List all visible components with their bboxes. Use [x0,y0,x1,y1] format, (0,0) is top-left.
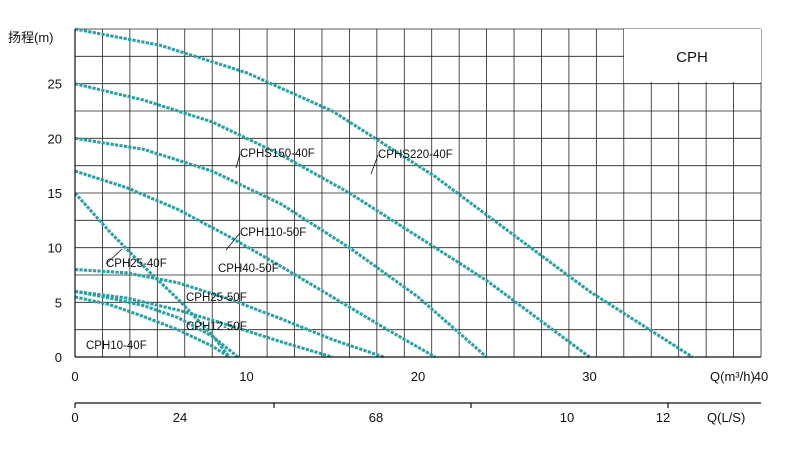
chart-title: CPH [676,49,708,66]
axes [74,29,761,408]
curve-line [74,289,333,359]
curve-line [74,27,694,359]
curve-line [74,136,488,359]
x-tick-label: 0 [71,369,78,384]
y-tick-label: 10 [48,241,62,256]
curve-label-leader [235,153,241,169]
x-tick-label: 10 [239,369,253,384]
curve-label-leader [370,154,379,175]
x2-tick-label: 68 [369,410,383,425]
curves [73,27,694,359]
y-axis-label: 扬程(m) [8,30,54,45]
x2-axis-label: Q(L/S) [707,410,745,425]
curve-label-leader [225,232,241,251]
x-axis-label: Q(m³/h) [710,369,755,384]
curve-line [73,191,231,358]
title-box [624,29,761,82]
y-tick-label: 0 [55,350,62,365]
labels: 0 10 20 30 40 0 5 10 15 20 25 0 24 68 10 12 CPHS220-40F C… [48,77,769,425]
curve-label: CPH40-50F [218,263,279,275]
curve-label: CPH25-50F [186,292,247,304]
x-tick-label: 30 [582,369,596,384]
x2-tick-label: 0 [71,410,78,425]
curve-line [74,169,436,359]
x2-tick-label: 12 [656,410,670,425]
x2-tick-label: 10 [560,410,574,425]
x-tick-label: 20 [411,369,425,384]
curve-label: CPH10-40F [86,340,147,352]
x2-tick-label: 24 [173,410,187,425]
curve-line [74,295,231,359]
curve-label: CPH12-50F [186,321,247,333]
curve-line [74,268,385,359]
curve-label: CPH25-40F [106,258,167,270]
curve-label: CPH110-50F [240,227,306,239]
curve-label-leader [105,248,123,265]
y-tick-label: 20 [48,131,62,146]
y-tick-label: 5 [55,295,62,310]
curve-line [74,289,239,359]
curve-label: CPHS220-40F [378,149,453,161]
curve-label: CPHS150-40F [240,148,315,160]
x-tick-label: 40 [754,369,768,384]
curve-line [74,82,591,359]
y-tick-label: 25 [48,77,62,92]
y-tick-label: 15 [48,186,62,201]
